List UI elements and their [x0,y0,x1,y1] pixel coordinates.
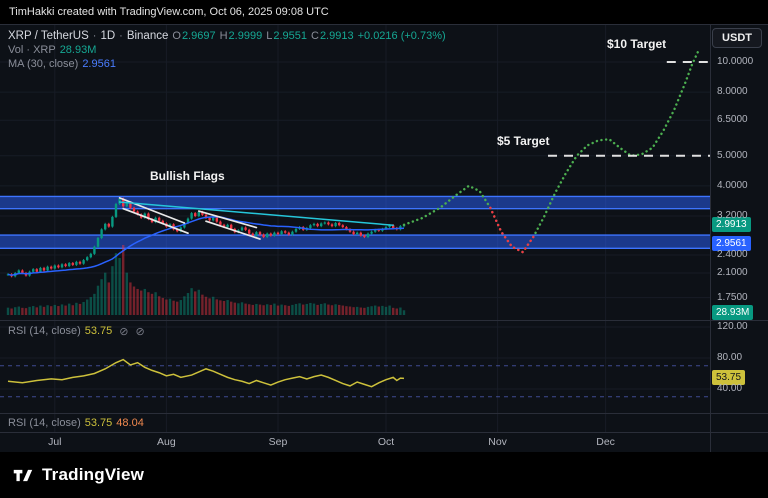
hide-icon[interactable]: ⊘ [135,325,145,338]
rsi2-legend[interactable]: RSI (14, close) 53.75 48.04 [8,416,144,430]
hide-icon[interactable]: ⊘ [119,325,129,338]
tradingview-logo-icon[interactable] [13,465,34,486]
rsi2-value-1: 53.75 [84,417,113,429]
time-tick-label: Jul [48,436,62,448]
change-value: +0.0216 (+0.73%) [357,30,446,42]
target-10-label: $10 Target [607,37,667,51]
timeframe-label: 1D [100,30,116,42]
ma-row[interactable]: MA (30, close) 2.9561 [8,57,446,71]
currency-toggle-button[interactable]: USDT [712,28,762,48]
separator-dot: · [119,30,123,42]
axis-tick-label: 2.4000 [717,248,748,260]
time-tick-label: Nov [488,436,507,448]
low-letter: L [266,30,273,42]
exchange-label: Binance [126,30,169,42]
time-tick-label: Sep [268,436,288,448]
ma-value: 2.9561 [82,58,116,70]
rsi2-label: RSI (14, close) [8,417,81,429]
high-letter: H [219,30,228,42]
rsi-badge: 53.75 [712,370,746,385]
close-letter: C [310,30,319,42]
axis-tick-label: 2.1000 [717,266,748,278]
bullish-flags-label: Bullish Flags [150,169,225,183]
time-tick-label: Dec [596,436,615,448]
open-value: 2.9697 [181,30,216,42]
ma-label: MA (30, close) [8,58,79,70]
axis-tick-label: 80.00 [717,352,743,363]
rsi2-value-2: 48.04 [116,417,144,429]
axis-tick-label: 1.7500 [717,291,748,303]
price-axis[interactable]: 2.9913 2.9561 28.93M 53.75 10.0000 8.0000… [711,24,768,452]
axis-tick-label: 10.0000 [717,56,754,67]
axis-tick-label: 40.00 [717,383,743,394]
attribution-text: TimHakki created with TradingView.com, O… [9,6,329,18]
footer-brand-text[interactable]: TradingView [42,465,145,484]
time-tick-label: Oct [377,436,395,448]
axis-tick-label: 8.0000 [717,86,748,98]
high-value: 2.9999 [228,30,263,42]
volume-row[interactable]: Vol · XRP 28.93M [8,43,446,57]
ma-price-badge: 2.9561 [712,236,751,251]
separator-dot: · [92,30,97,42]
axis-tick-label: 5.0000 [717,149,748,161]
footer-bar: TradingView [0,452,768,498]
volume-label: Vol · XRP [8,44,56,56]
last-price-badge: 2.9913 [712,217,751,232]
rsi-legend[interactable]: RSI (14, close) 53.75 ⊘ ⊘ [8,324,145,338]
rsi-label: RSI (14, close) [8,325,81,337]
target-5-label: $5 Target [497,134,550,148]
volume-value: 28.93M [59,44,97,56]
low-value: 2.9551 [273,30,307,42]
attribution-bar: TimHakki created with TradingView.com, O… [0,0,768,24]
axis-tick-label: 6.5000 [717,114,748,126]
rsi-value: 53.75 [84,325,113,337]
open-letter: O [172,30,181,42]
symbol-name: XRP / TetherUS [8,30,89,42]
time-axis[interactable]: Jul Aug Sep Oct Nov Dec [0,432,710,452]
time-tick-label: Aug [157,436,176,448]
axis-tick-label: 3.2000 [717,210,748,222]
axis-tick-label: 120.00 [717,321,748,332]
close-value: 2.9913 [319,30,354,42]
volume-badge: 28.93M [712,305,754,320]
axis-tick-label: 4.0000 [717,179,748,191]
